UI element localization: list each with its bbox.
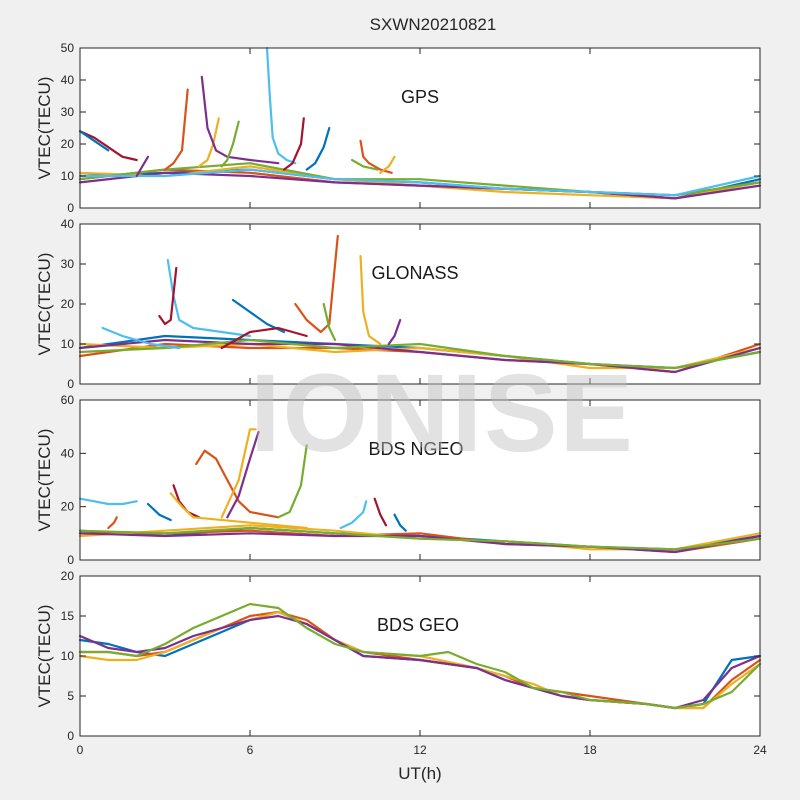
series-line xyxy=(197,117,220,168)
panel-label: BDS GEO xyxy=(377,615,459,635)
x-tick-label: 6 xyxy=(247,743,254,757)
y-tick-label: 40 xyxy=(61,446,75,460)
plot-area xyxy=(80,224,760,384)
series-line xyxy=(78,526,762,551)
series-line xyxy=(146,502,172,522)
y-axis-label: VTEC(TECU) xyxy=(35,605,54,708)
series-line xyxy=(78,168,762,197)
panel-label: BDS NGEO xyxy=(368,439,463,459)
series-line xyxy=(169,492,308,530)
series-line xyxy=(78,130,138,162)
panel-glonass: 0 10 20 30 40 VTEC(TECU) GLONASS xyxy=(35,217,762,391)
series-line xyxy=(78,602,762,710)
series-line xyxy=(220,326,308,350)
series-line xyxy=(163,88,189,171)
y-tick-label: 10 xyxy=(61,337,75,351)
series-line xyxy=(78,338,762,370)
y-tick-label: 0 xyxy=(67,377,74,391)
series-line xyxy=(166,258,252,338)
plot-area xyxy=(80,48,760,208)
series-line xyxy=(373,497,388,527)
series-line xyxy=(226,430,260,519)
series-line xyxy=(135,155,150,178)
series-line xyxy=(78,532,762,554)
x-tick-label: 24 xyxy=(753,743,767,757)
series-line xyxy=(158,266,178,326)
y-tick-label: 20 xyxy=(61,569,75,583)
panel-bds-geo: 0 5 10 15 20 0 6 12 18 24 VTEC(TECU) BDS GEO UT(h) xyxy=(35,569,767,783)
series-line xyxy=(78,497,138,506)
x-axis-label: UT(h) xyxy=(398,764,441,783)
series-line xyxy=(78,338,762,374)
y-tick-label: 0 xyxy=(67,729,74,743)
series-line xyxy=(305,126,331,171)
y-axis-label: VTEC(TECU) xyxy=(35,253,54,356)
series-line xyxy=(220,120,240,168)
y-tick-label: 40 xyxy=(61,73,75,87)
series-line xyxy=(359,254,382,346)
y-tick-label: 30 xyxy=(61,105,75,119)
panel-label: GLONASS xyxy=(371,263,458,283)
x-tick-label: 18 xyxy=(583,743,597,757)
series-line xyxy=(294,234,339,334)
y-tick-label: 20 xyxy=(61,500,75,514)
y-tick-label: 5 xyxy=(67,689,74,703)
series-line xyxy=(350,158,379,171)
y-tick-label: 0 xyxy=(67,553,74,567)
chart-title: SXWN20210821 xyxy=(370,15,497,34)
panel-bds-ngeo: 0 20 40 60 VTEC(TECU) BDS NGEO xyxy=(35,393,762,567)
series-line xyxy=(220,428,257,519)
y-tick-label: 20 xyxy=(61,137,75,151)
x-tick-label: 0 xyxy=(77,743,84,757)
series-line xyxy=(339,500,368,530)
series-line xyxy=(195,449,280,519)
y-tick-label: 0 xyxy=(67,201,74,215)
y-axis-label: VTEC(TECU) xyxy=(35,429,54,532)
y-tick-label: 60 xyxy=(61,393,75,407)
series-line xyxy=(322,302,337,342)
series-line xyxy=(78,130,110,152)
series-line xyxy=(277,444,308,519)
series-line xyxy=(200,75,280,165)
y-tick-label: 40 xyxy=(61,217,75,231)
series-line xyxy=(282,117,305,171)
y-tick-label: 20 xyxy=(61,297,75,311)
y-tick-label: 10 xyxy=(61,169,75,183)
series-line xyxy=(379,155,396,174)
series-line xyxy=(265,46,297,165)
y-tick-label: 10 xyxy=(61,649,75,663)
series-line xyxy=(107,516,118,530)
series-line xyxy=(387,318,402,346)
y-axis-label: VTEC(TECU) xyxy=(35,77,54,180)
x-tick-label: 12 xyxy=(413,743,427,757)
series-line xyxy=(78,342,762,370)
y-tick-label: 15 xyxy=(61,609,75,623)
series-line xyxy=(101,326,181,350)
series-line xyxy=(393,513,407,532)
y-tick-label: 30 xyxy=(61,257,75,271)
y-tick-label: 50 xyxy=(61,41,75,55)
panel-label: GPS xyxy=(401,87,439,107)
panel-gps: 0 10 20 30 40 50 VTEC(TECU) GPS xyxy=(35,41,762,215)
